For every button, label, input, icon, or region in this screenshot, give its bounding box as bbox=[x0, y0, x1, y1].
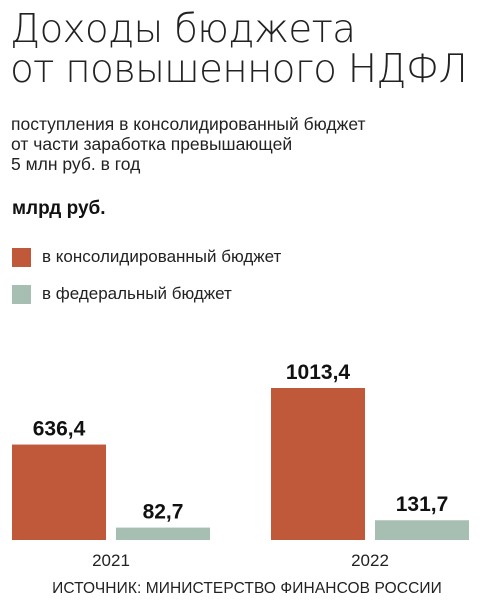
source-note: ИСТОЧНИК: МИНИСТЕРСТВО ФИНАНСОВ РОССИИ bbox=[52, 580, 442, 597]
legend-item-consolidated: в консолидированный бюджет bbox=[12, 245, 281, 269]
legend-label-consolidated: в консолидированный бюджет bbox=[42, 247, 282, 266]
legend-item-federal: в федеральный бюджет bbox=[12, 282, 232, 306]
legend-swatch-federal bbox=[12, 284, 31, 304]
value-label-2021-federal: 82,7 bbox=[143, 501, 184, 524]
bar-2021-federal bbox=[116, 527, 210, 540]
bar-2021-consolidated bbox=[12, 444, 106, 540]
bar-chart: 636,4 82,7 2021 1013,4 131,7 2022 bbox=[12, 361, 469, 570]
chart-title: Доходы бюджета от повышенного НДФЛ bbox=[10, 7, 468, 92]
x-tick-label-2022: 2022 bbox=[351, 551, 389, 570]
bar-2022-consolidated bbox=[271, 388, 365, 540]
value-label-2022-federal: 131,7 bbox=[396, 493, 449, 516]
value-label-2021-consolidated: 636,4 bbox=[33, 418, 86, 441]
legend-label-federal: в федеральный бюджет bbox=[42, 284, 232, 303]
legend-swatch-consolidated bbox=[12, 247, 31, 267]
value-label-2022-consolidated: 1013,4 bbox=[286, 361, 351, 384]
bar-2022-federal bbox=[375, 520, 469, 540]
x-tick-label-2021: 2021 bbox=[92, 551, 130, 570]
unit-label: млрд руб. bbox=[12, 198, 106, 219]
chart-subtitle: поступления в консолидированный бюджет о… bbox=[11, 114, 366, 174]
